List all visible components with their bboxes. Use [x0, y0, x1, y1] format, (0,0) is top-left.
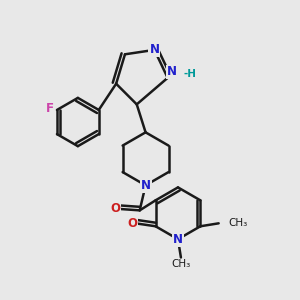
- Text: N: N: [167, 65, 177, 79]
- Text: -H: -H: [184, 69, 197, 79]
- Text: O: O: [110, 202, 120, 215]
- Text: N: N: [149, 44, 159, 56]
- Text: O: O: [127, 217, 137, 230]
- Text: N: N: [141, 179, 151, 192]
- Text: CH₃: CH₃: [228, 218, 247, 228]
- Text: CH₃: CH₃: [171, 259, 190, 269]
- Text: F: F: [46, 102, 54, 115]
- Text: N: N: [173, 233, 183, 246]
